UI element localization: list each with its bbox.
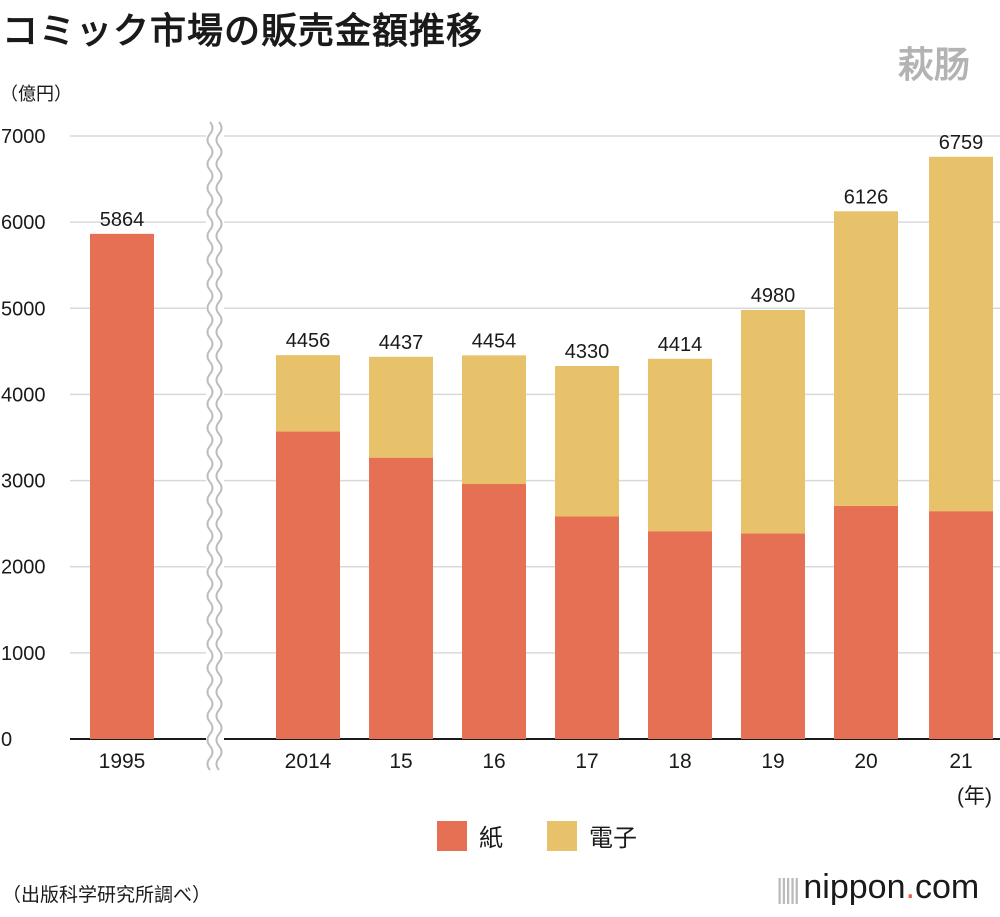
brand-name: nippon — [803, 868, 906, 906]
bar-digital — [462, 355, 526, 485]
total-value-label: 4456 — [286, 330, 331, 352]
axis-break — [206, 121, 224, 771]
total-value-label: 5864 — [100, 209, 145, 231]
y-tick-label: 6000 — [1, 212, 46, 234]
y-tick-label: 4000 — [1, 384, 46, 406]
x-tick-label: 18 — [668, 750, 691, 773]
bar-digital — [369, 356, 433, 458]
x-tick-label: 15 — [389, 750, 412, 773]
x-tick-label: 21 — [949, 750, 972, 773]
bar-paper — [929, 511, 993, 739]
bar-digital — [834, 211, 898, 506]
bar-paper — [276, 431, 340, 739]
bar-paper — [741, 533, 805, 739]
legend-swatch-paper — [437, 821, 467, 851]
y-tick-label: 2000 — [1, 557, 46, 579]
bar-chart: （億円） 0 1000 2000 3000 4000 5000 6000 7000 5864 4… — [0, 84, 1000, 852]
bar-digital — [276, 355, 340, 432]
legend-swatch-digital — [547, 821, 577, 851]
bar-paper — [90, 233, 154, 740]
legend-label-digital: 電子 — [589, 824, 637, 852]
x-tick-label: 17 — [575, 750, 598, 773]
y-tick-label: 0 — [1, 729, 12, 751]
total-value-label: 4414 — [658, 334, 703, 356]
legend: 紙 電子 — [437, 821, 637, 852]
legend-label-paper: 紙 — [479, 824, 503, 852]
total-value-label: 6126 — [844, 186, 889, 208]
watermark: 萩肠 — [898, 45, 971, 86]
bar-digital — [648, 358, 712, 532]
brand-suffix: com — [914, 868, 980, 906]
x-tick-label: 20 — [854, 750, 877, 773]
y-tick-label: 3000 — [1, 471, 46, 493]
bar-paper — [648, 531, 712, 739]
y-axis-unit-label: （億円） — [0, 84, 72, 105]
x-tick-label: 16 — [482, 750, 505, 773]
y-tick-label: 7000 — [1, 126, 46, 148]
x-tick-label: 19 — [761, 750, 784, 773]
total-value-label: 4454 — [472, 330, 517, 352]
total-labels: 5864 4456 4437 4454 4330 4414 4980 6126 6759 — [100, 132, 984, 363]
total-value-label: 4437 — [379, 332, 424, 354]
x-tick-label: 2014 — [285, 750, 332, 773]
source-note: （出版科学研究所調べ） — [2, 884, 212, 906]
x-axis-labels: 1995 2014 15 16 17 18 19 20 21 — [99, 750, 973, 773]
y-axis-ticks: 0 1000 2000 3000 4000 5000 6000 7000 — [1, 126, 46, 751]
chart-title: コミック市場の販売金額推移 — [2, 11, 484, 52]
brand-mark-icon: ||||| — [776, 873, 800, 904]
bar-paper — [369, 457, 433, 739]
axis-break-line — [206, 121, 214, 771]
bar-paper — [462, 484, 526, 739]
total-value-label: 4330 — [565, 341, 610, 363]
bar-paper — [834, 505, 898, 739]
y-tick-label: 5000 — [1, 298, 46, 320]
y-tick-label: 1000 — [1, 643, 46, 665]
x-axis-unit-label: (年) — [957, 785, 992, 808]
bar-digital — [555, 366, 619, 517]
bar-digital — [741, 310, 805, 534]
brand-logo: ||||| nippon.com — [776, 868, 979, 907]
bar-digital — [929, 156, 993, 512]
axis-break-line — [215, 121, 223, 771]
total-value-label: 4980 — [751, 285, 796, 307]
total-value-label: 6759 — [939, 132, 984, 154]
x-tick-label: 1995 — [99, 750, 146, 773]
bar-paper — [555, 516, 619, 739]
bars — [90, 156, 993, 740]
brand-dot: . — [905, 868, 915, 906]
